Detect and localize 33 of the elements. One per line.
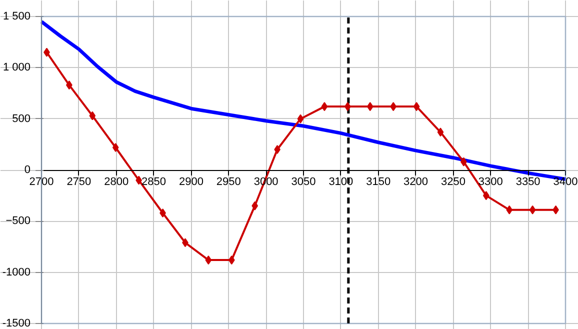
y-tick-label: 500 <box>12 112 31 125</box>
x-tick-label: 2800 <box>104 176 129 188</box>
y-tick-label: 0 <box>24 164 31 176</box>
point <box>529 205 536 214</box>
point <box>297 114 304 124</box>
y-tick-label: −500 <box>6 215 31 228</box>
x-tick-label: 3350 <box>516 176 540 188</box>
point <box>413 102 420 112</box>
x-tick-label: 2750 <box>66 176 92 188</box>
x-tick-label: 2950 <box>216 176 241 188</box>
y-tick-label: 1 500 <box>2 10 31 22</box>
point <box>205 256 212 265</box>
y-tick-label: -1000 <box>2 266 31 278</box>
x-tick-label: 2700 <box>29 176 54 188</box>
point <box>89 111 96 120</box>
point <box>252 201 258 210</box>
y-tick-label: 1 000 <box>2 62 31 74</box>
x-tick-label: 3150 <box>366 176 391 188</box>
x-tick-label: 2850 <box>142 176 166 188</box>
x-tick-label: 3250 <box>440 176 466 188</box>
point <box>321 102 328 112</box>
point <box>112 142 119 152</box>
point <box>482 191 490 200</box>
x-tick-label: 3200 <box>404 176 428 188</box>
point <box>506 205 513 214</box>
point <box>228 256 235 265</box>
point <box>437 128 444 137</box>
x-tick-label: 2900 <box>178 176 204 188</box>
x-tick-label: 3050 <box>291 176 316 188</box>
x-tick-label: 3400 <box>553 176 578 188</box>
y-tick-label: -1500 <box>2 318 31 329</box>
x-tick-label: 3300 <box>478 176 503 188</box>
point <box>366 102 374 112</box>
